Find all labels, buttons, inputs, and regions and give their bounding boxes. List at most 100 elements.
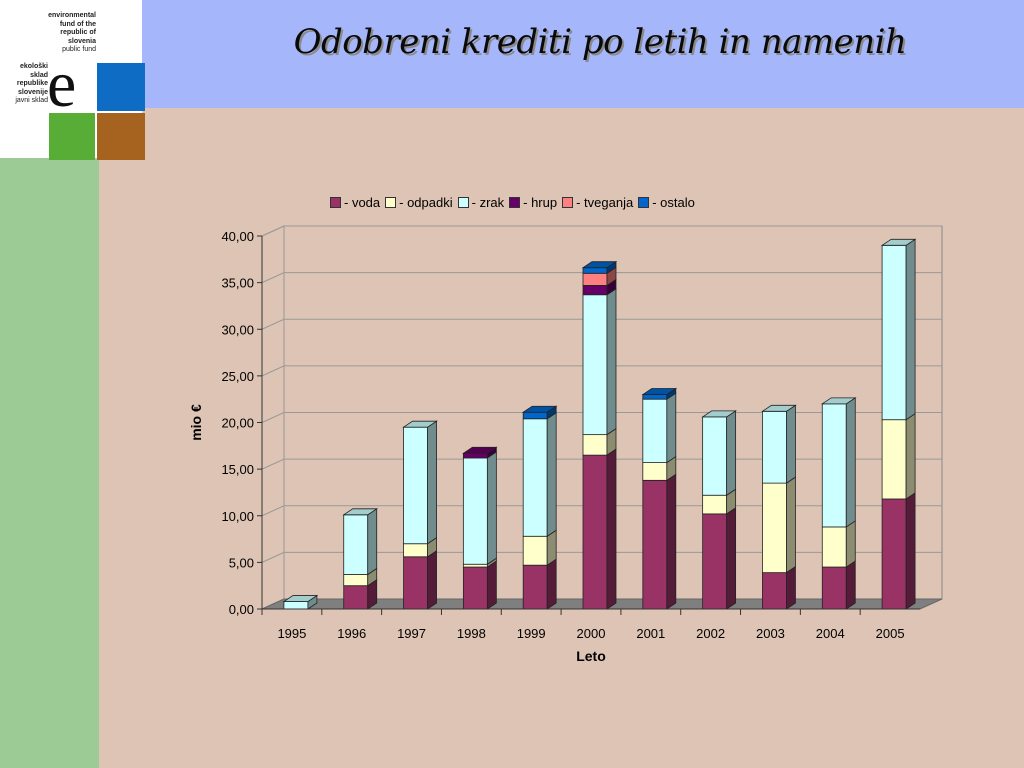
x-tick-label: 1996 — [337, 626, 366, 641]
logo-en-line: environmental — [48, 12, 96, 19]
bar-segment — [522, 418, 548, 537]
gridline — [261, 365, 942, 377]
bar-segment — [582, 285, 608, 296]
bar-segment — [462, 563, 488, 568]
logo-letter: e — [47, 48, 77, 121]
x-tick-label: 2005 — [876, 626, 905, 641]
y-tick-label: 0,00 — [229, 602, 254, 617]
x-tick-label: 2003 — [756, 626, 785, 641]
logo-square-blue — [97, 63, 145, 111]
logo-text-en: environmental fund of the republic of sl… — [20, 12, 96, 55]
bar-segment — [702, 494, 728, 515]
x-axis-title: Leto — [576, 648, 606, 664]
bar-segment — [582, 267, 608, 274]
bar-segment-top — [761, 404, 797, 412]
x-tick-label: 2002 — [696, 626, 725, 641]
bar-segment — [582, 434, 608, 456]
bar-segment — [582, 294, 608, 436]
bar-segment — [821, 566, 847, 610]
bar-segment-side — [546, 412, 557, 538]
bar-segment-side — [905, 412, 916, 500]
bar-segment-side — [486, 451, 497, 565]
bar-segment — [821, 403, 847, 528]
bar-segment-side — [486, 560, 497, 610]
bar-segment-side — [845, 560, 856, 610]
logo-sl-sub: javni sklad — [15, 97, 48, 104]
bar-segment-side — [786, 404, 796, 484]
bar-segment-top — [641, 388, 678, 395]
bar-segment-top — [701, 410, 737, 418]
bar-segment-top — [342, 508, 379, 516]
gridline — [261, 318, 942, 330]
logo-square-green — [49, 113, 95, 160]
header-band — [0, 0, 1024, 108]
legend-item: - voda — [330, 195, 380, 210]
bar-segment-top — [880, 238, 917, 246]
legend-item: - ostalo — [638, 195, 695, 210]
bar-segment-top — [402, 420, 438, 428]
bar-segment — [881, 498, 907, 610]
bar-segment — [283, 601, 309, 610]
bar-segment-side — [786, 565, 796, 610]
y-tick-label: 10,00 — [221, 509, 254, 524]
logo-sl-line: sklad — [30, 71, 48, 79]
bar-segment — [582, 454, 608, 610]
bar-segment — [702, 416, 728, 496]
sidebar-band — [0, 108, 99, 768]
gridline — [261, 225, 942, 237]
bar-segment — [343, 574, 369, 587]
bar-segment — [762, 572, 787, 610]
bar-segment-side — [726, 507, 737, 610]
legend-label: - voda — [344, 194, 381, 210]
legend-label: - ostalo — [652, 194, 695, 210]
logo-sl-line: slovenije — [18, 88, 48, 96]
legend-swatch — [457, 196, 469, 208]
legend-label: - tveganja — [576, 194, 634, 210]
x-tick-label: 2001 — [636, 626, 665, 641]
legend-label: - zrak — [471, 194, 505, 210]
legend-swatch — [638, 196, 650, 208]
slide-title: Odobreni krediti po letih in namenih — [293, 22, 907, 62]
y-tick-label: 35,00 — [221, 276, 254, 291]
bar-segment — [462, 452, 488, 459]
bar-segment — [881, 244, 907, 421]
bar-segment — [522, 564, 548, 610]
bar-segment — [403, 426, 428, 545]
legend-swatch — [509, 196, 521, 208]
bar-segment — [403, 556, 428, 610]
bar-segment — [762, 482, 787, 574]
legend-item: - hrup — [509, 195, 557, 210]
x-tick-label: 1997 — [397, 626, 426, 641]
bar-segment — [522, 411, 548, 420]
x-tick-label: 2004 — [816, 626, 845, 641]
bar-segment-side — [427, 550, 437, 610]
bar-segment — [821, 526, 847, 568]
legend-swatch — [385, 196, 397, 208]
y-tick-label: 5,00 — [229, 555, 254, 570]
bar-segment-side — [606, 448, 617, 610]
x-tick-label: 1998 — [457, 626, 486, 641]
bar-segment-side — [666, 473, 677, 610]
legend-label: - odpadki — [399, 194, 453, 210]
y-tick-label: 40,00 — [221, 229, 254, 244]
logo-en-line: republic of — [60, 29, 96, 36]
y-tick-label: 30,00 — [221, 322, 254, 337]
bar-segment — [642, 479, 668, 610]
logo-en-sub: public fund — [62, 46, 96, 53]
logo-sl-line: ekološki — [19, 63, 48, 70]
logo-en-line: fund of the — [59, 20, 96, 28]
bar-segment-side — [367, 508, 378, 576]
legend-swatch — [330, 196, 341, 208]
bar-segment — [881, 419, 907, 500]
logo-sl-line: republike — [16, 80, 48, 87]
bar-segment — [522, 535, 548, 566]
bar-segment-top — [581, 261, 618, 269]
bar-segment-side — [546, 558, 557, 610]
bar-segment — [343, 585, 369, 610]
gridline — [261, 272, 942, 284]
x-tick-label: 1999 — [517, 626, 546, 641]
legend-item: - odpadki — [385, 194, 453, 210]
bar-segment-top — [282, 595, 319, 602]
bar-segment-top — [820, 397, 857, 405]
